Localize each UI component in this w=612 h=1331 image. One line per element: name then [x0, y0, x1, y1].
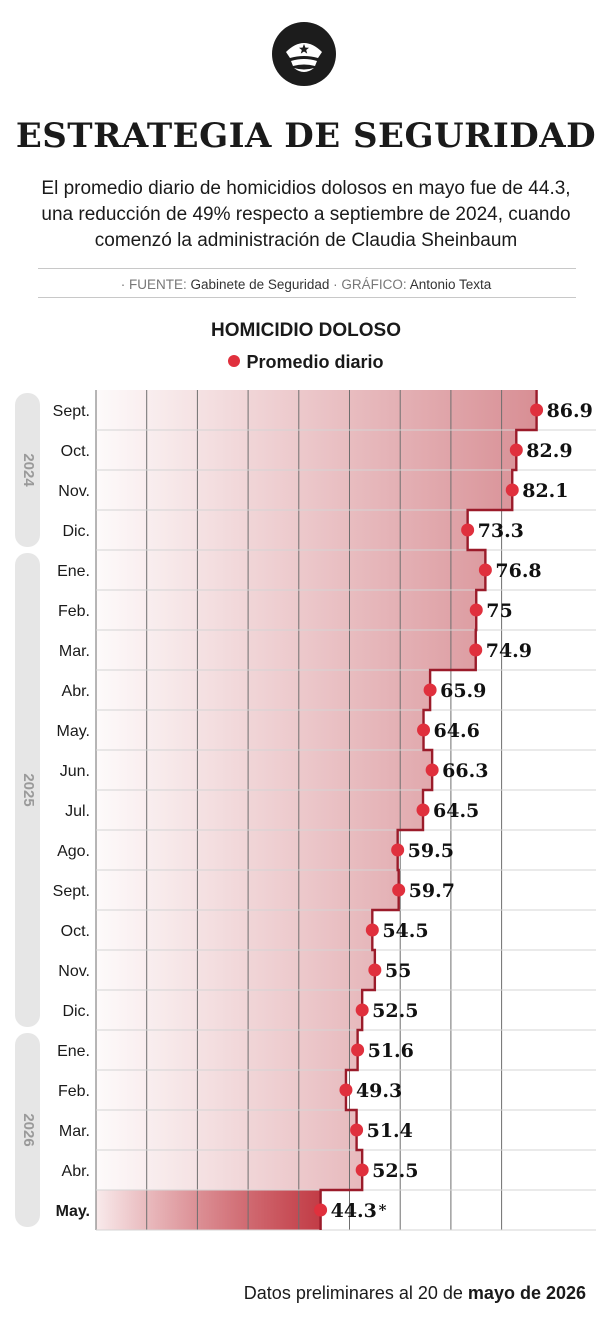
source-value: Gabinete de Seguridad	[190, 277, 330, 292]
value-label: 59.7	[409, 880, 455, 902]
data-point	[509, 443, 523, 457]
page-title: ESTRATEGIA DE SEGURIDAD	[15, 116, 597, 156]
footnote-date: mayo de 2026	[467, 1283, 586, 1303]
value-label: 44.3	[331, 1200, 377, 1222]
data-point	[351, 1043, 365, 1057]
value-label: 52.5	[372, 1000, 418, 1022]
month-label: Dic.	[62, 523, 90, 540]
month-label: Mar.	[59, 643, 90, 660]
month-label: Feb.	[58, 1083, 90, 1100]
month-label: Sept.	[53, 883, 90, 900]
year-bar-2026	[15, 1033, 40, 1227]
page-subtitle: El promedio diario de homicidios dolosos…	[41, 178, 571, 251]
value-label: 55	[385, 960, 411, 982]
month-label: Sept.	[53, 403, 90, 420]
year-bar-2024	[15, 393, 40, 547]
month-label: Oct.	[61, 923, 90, 940]
month-label: Oct.	[61, 443, 90, 460]
graphic-value: Antonio Texta	[409, 277, 492, 292]
value-label: 64.5	[433, 800, 479, 822]
source-prefix: ·	[120, 277, 126, 292]
value-label: 82.1	[522, 480, 568, 502]
graphic-prefix: ·	[333, 277, 338, 292]
year-bar-2025	[15, 553, 40, 1027]
data-point	[350, 1123, 364, 1137]
month-label: Mar.	[59, 1123, 90, 1140]
police-cap-icon	[272, 22, 336, 86]
value-label: 49.3	[356, 1080, 402, 1102]
value-label: 65.9	[440, 680, 486, 702]
data-point	[355, 1163, 369, 1177]
month-label: Feb.	[58, 603, 90, 620]
value-label: 75	[486, 600, 512, 622]
data-point	[368, 963, 382, 977]
data-point	[355, 1003, 369, 1017]
data-point	[423, 683, 437, 697]
value-label: 76.8	[495, 560, 541, 582]
value-label: 51.4	[367, 1120, 413, 1142]
chart-title: HOMICIDIO DOLOSO	[211, 320, 401, 341]
month-label: May.	[56, 1203, 90, 1220]
data-point	[478, 563, 492, 577]
step-chart: 2024 2025 2026 Sept. 86.9 Oct. 82.9 Nov. 82.1 Dic…	[15, 390, 596, 1231]
value-label: 82.9	[526, 440, 572, 462]
data-point	[365, 923, 379, 937]
data-point	[392, 883, 406, 897]
month-label: Ene.	[57, 1043, 90, 1060]
data-point	[505, 483, 519, 497]
value-label: 74.9	[486, 640, 532, 662]
credits: · FUENTE: Gabinete de Seguridad · GRÁFIC…	[0, 277, 612, 292]
month-label: Abr.	[62, 1163, 90, 1180]
year-label-2026: 2026	[20, 1113, 37, 1146]
month-label: Nov.	[58, 483, 90, 500]
value-label: 73.3	[478, 520, 524, 542]
value-label: 66.3	[442, 760, 488, 782]
value-label: 59.5	[408, 840, 454, 862]
data-point	[391, 843, 405, 857]
data-point	[469, 603, 483, 617]
data-point	[314, 1203, 328, 1217]
graphic-key: GRÁFICO:	[341, 277, 407, 292]
value-label: 86.9	[547, 400, 593, 422]
value-label: 54.5	[382, 920, 428, 942]
data-point	[416, 803, 430, 817]
bottom-divider	[38, 297, 576, 298]
footnote: Datos preliminares al 20 de mayo de 2026	[0, 1283, 586, 1304]
value-label: 64.6	[434, 720, 480, 742]
month-label: Nov.	[58, 963, 90, 980]
month-label: Ene.	[57, 563, 90, 580]
data-point	[417, 723, 431, 737]
month-label: Jun.	[60, 763, 90, 780]
data-point	[469, 643, 483, 657]
chart-legend: Promedio diario	[0, 352, 612, 373]
data-point	[461, 523, 475, 537]
month-label: Dic.	[62, 1003, 90, 1020]
area-fill	[96, 390, 537, 1230]
asterisk-marker: *	[379, 1201, 387, 1219]
month-label: Ago.	[57, 843, 90, 860]
highlight-band	[96, 1190, 321, 1230]
data-point	[425, 763, 439, 777]
legend-label: Promedio diario	[246, 352, 384, 372]
legend-dot	[228, 355, 241, 367]
month-label: Jul.	[65, 803, 90, 820]
data-point	[339, 1083, 353, 1097]
source-key: FUENTE:	[129, 277, 187, 292]
year-label-2024: 2024	[20, 453, 37, 487]
data-point	[530, 403, 544, 417]
value-label: 52.5	[372, 1160, 418, 1182]
top-divider	[38, 268, 576, 269]
footnote-text: Datos preliminares al 20 de	[243, 1283, 468, 1303]
month-label: Abr.	[62, 683, 90, 700]
month-label: May.	[57, 723, 90, 740]
year-label-2025: 2025	[20, 773, 37, 806]
value-label: 51.6	[368, 1040, 414, 1062]
